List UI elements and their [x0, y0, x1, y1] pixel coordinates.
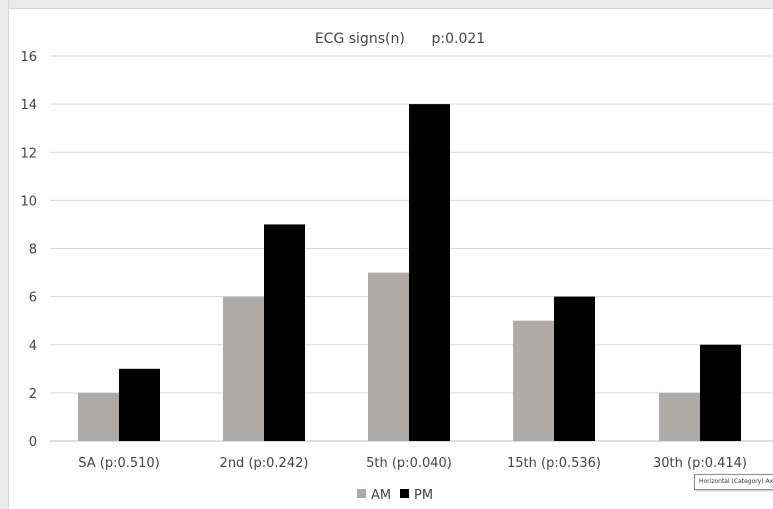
legend-label-am: AM: [371, 488, 391, 503]
y-tick-label: 6: [29, 291, 37, 306]
y-tick-label: 4: [29, 339, 37, 354]
window-left-border: [0, 0, 9, 509]
legend-label-pm: PM: [414, 488, 433, 503]
y-tick-label: 14: [20, 98, 37, 113]
x-category-label[interactable]: 2nd (p:0.242): [220, 456, 309, 471]
x-axis-categories[interactable]: SA (p:0.510) 2nd (p:0.242) 5th (p:0.040) 15…: [78, 456, 747, 471]
bar-pm: [119, 368, 160, 441]
x-category-label[interactable]: 5th (p:0.040): [366, 456, 452, 471]
bar-pm: [264, 224, 305, 441]
bar-pm: [700, 344, 741, 441]
axis-tooltip: Horizontal (Category) Axis: [694, 474, 773, 490]
bar-am: [659, 392, 700, 441]
y-tick-label: 2: [29, 387, 37, 402]
x-category-label[interactable]: SA (p:0.510): [78, 456, 160, 471]
x-category-label[interactable]: 30th (p:0.414): [653, 456, 747, 471]
y-tick-label: 10: [20, 194, 37, 209]
x-category-label[interactable]: 15th (p:0.536): [507, 456, 601, 471]
y-tick-label: 0: [29, 435, 37, 450]
chart-title: ECG signs(n) p:0.021: [315, 31, 485, 47]
legend-swatch-pm: [400, 489, 409, 498]
bar-am: [368, 272, 409, 441]
bar-am: [513, 320, 554, 441]
bars: [78, 104, 741, 441]
legend-swatch-am: [357, 489, 366, 498]
bar-am: [223, 296, 264, 441]
window-top-border: [0, 0, 773, 9]
bar-pm: [409, 104, 450, 441]
y-tick-label: 12: [20, 146, 37, 161]
y-tick-label: 16: [20, 50, 37, 65]
bar-am: [78, 392, 119, 441]
y-axis-ticks: 0 2 4 6 8 10 12 14 16: [20, 50, 37, 450]
bar-pm: [554, 296, 595, 441]
gridlines: [50, 55, 773, 442]
legend: AM PM: [357, 488, 433, 503]
y-tick-label: 8: [29, 243, 37, 258]
